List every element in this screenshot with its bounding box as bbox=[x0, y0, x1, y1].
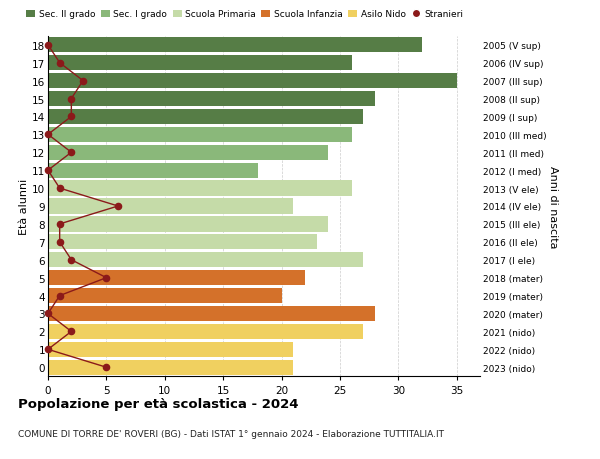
Bar bbox=[48, 235, 317, 250]
Text: COMUNE DI TORRE DE' ROVERI (BG) - Dati ISTAT 1° gennaio 2024 - Elaborazione TUTT: COMUNE DI TORRE DE' ROVERI (BG) - Dati I… bbox=[18, 429, 444, 438]
Point bbox=[78, 78, 88, 85]
Bar bbox=[48, 110, 363, 125]
Bar bbox=[48, 288, 281, 303]
Point bbox=[67, 95, 76, 103]
Bar bbox=[48, 217, 328, 232]
Bar bbox=[48, 163, 258, 179]
Text: Popolazione per età scolastica - 2024: Popolazione per età scolastica - 2024 bbox=[18, 397, 299, 410]
Bar bbox=[48, 360, 293, 375]
Point bbox=[67, 149, 76, 157]
Bar bbox=[48, 146, 328, 161]
Point bbox=[55, 185, 64, 192]
Point bbox=[101, 364, 111, 371]
Point bbox=[43, 346, 53, 353]
Point bbox=[43, 131, 53, 139]
Point bbox=[43, 310, 53, 318]
Y-axis label: Età alunni: Età alunni bbox=[19, 179, 29, 235]
Y-axis label: Anni di nascita: Anni di nascita bbox=[548, 165, 557, 248]
Point bbox=[101, 274, 111, 282]
Point bbox=[67, 328, 76, 336]
Bar bbox=[48, 306, 375, 321]
Legend: Sec. II grado, Sec. I grado, Scuola Primaria, Scuola Infanzia, Asilo Nido, Stran: Sec. II grado, Sec. I grado, Scuola Prim… bbox=[23, 7, 467, 23]
Bar bbox=[48, 270, 305, 285]
Bar bbox=[48, 252, 363, 268]
Bar bbox=[48, 199, 293, 214]
Point bbox=[55, 221, 64, 228]
Point bbox=[55, 239, 64, 246]
Point bbox=[113, 203, 123, 210]
Bar bbox=[48, 74, 457, 89]
Bar bbox=[48, 324, 363, 339]
Bar bbox=[48, 181, 352, 196]
Bar bbox=[48, 92, 375, 107]
Bar bbox=[48, 56, 352, 71]
Point bbox=[67, 257, 76, 264]
Point bbox=[55, 292, 64, 300]
Point bbox=[55, 60, 64, 67]
Point bbox=[67, 113, 76, 121]
Point bbox=[43, 167, 53, 174]
Bar bbox=[48, 342, 293, 357]
Bar bbox=[48, 128, 352, 143]
Bar bbox=[48, 38, 422, 53]
Point bbox=[43, 42, 53, 49]
